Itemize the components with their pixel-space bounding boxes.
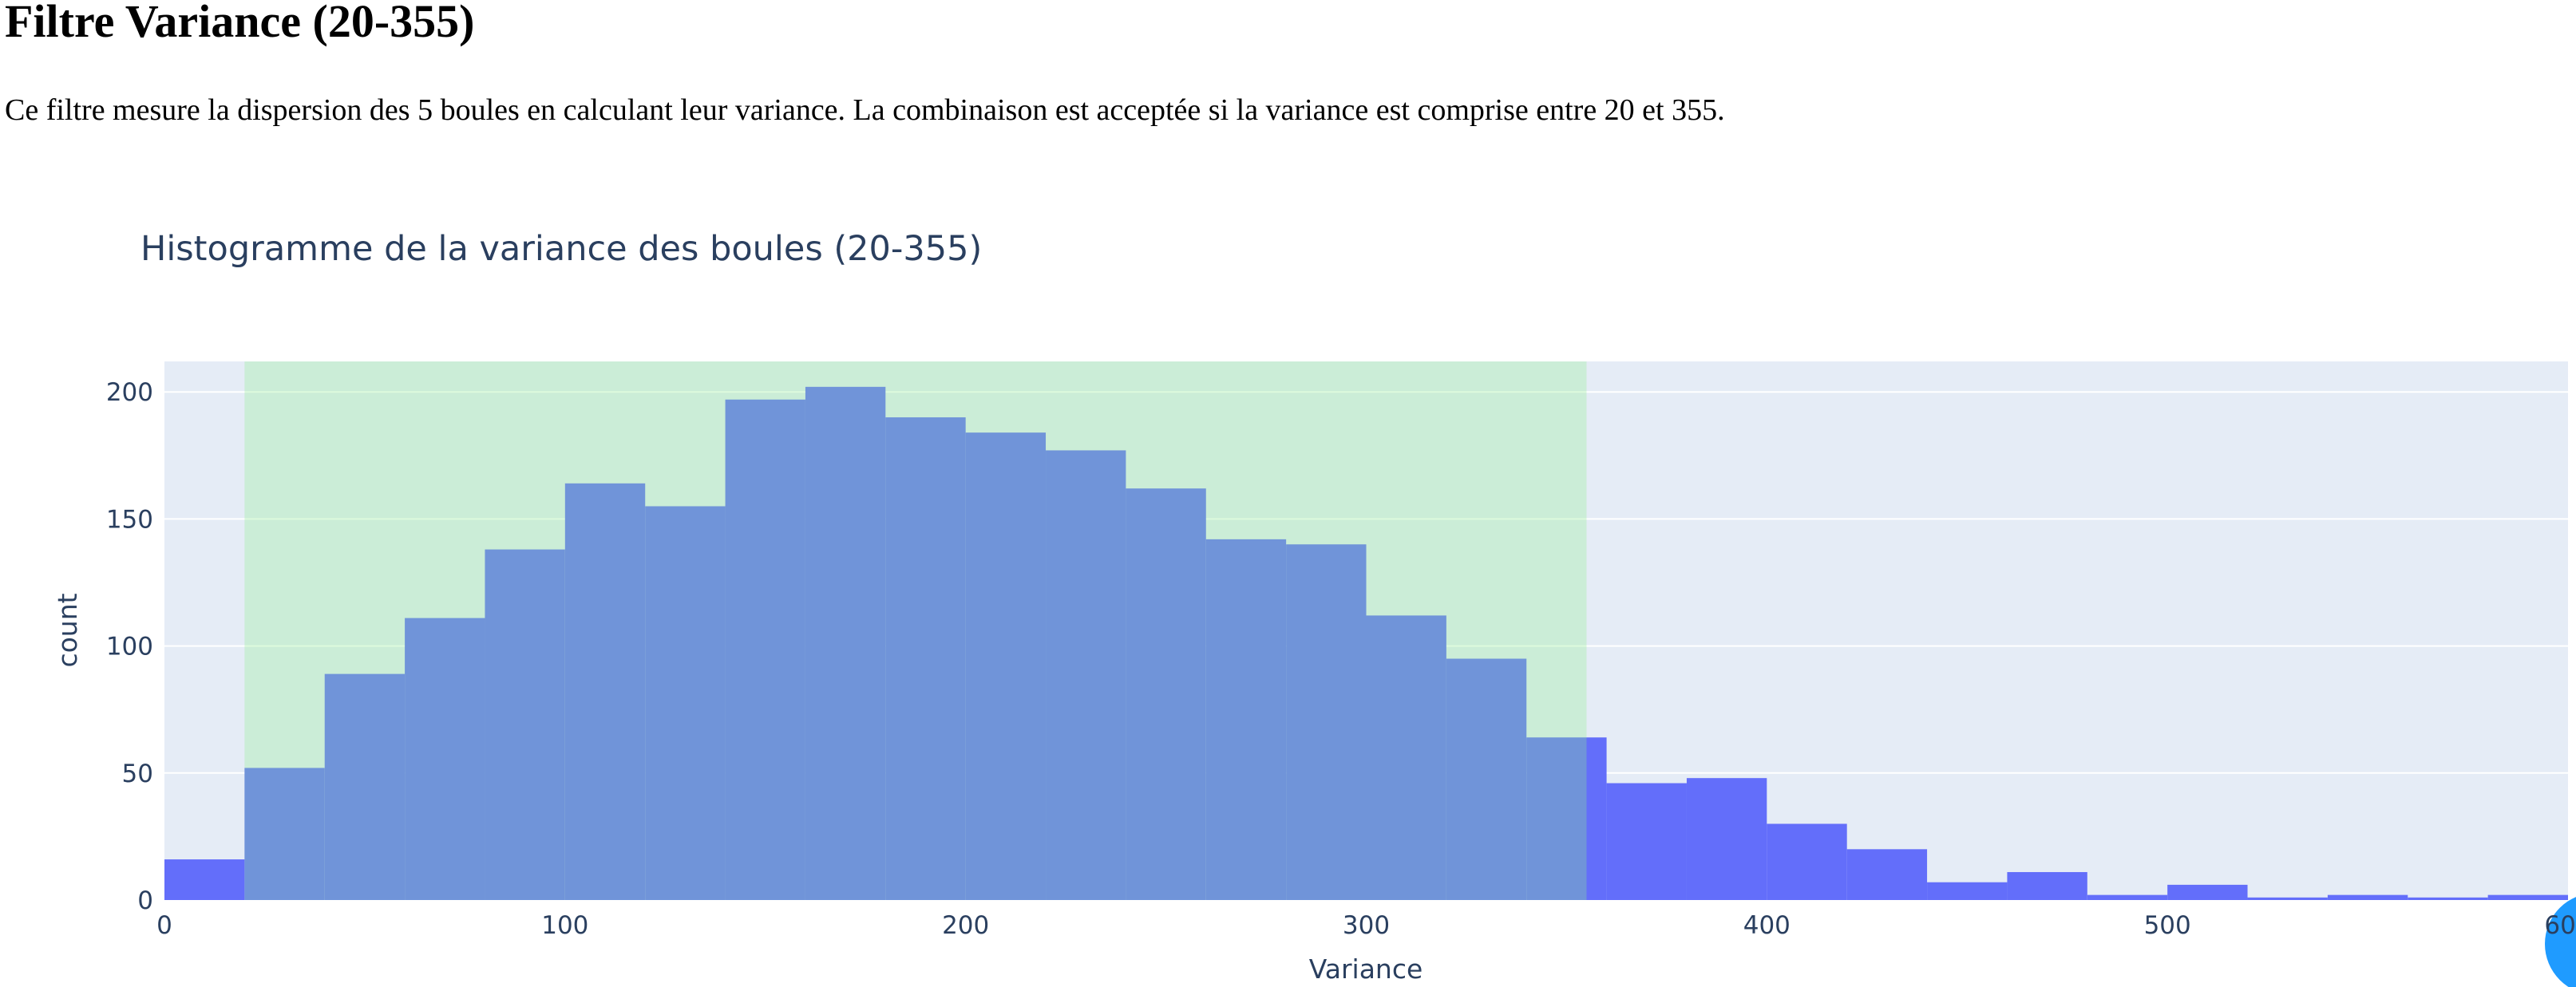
y-tick-label: 0 — [137, 886, 153, 915]
bar — [965, 432, 1047, 900]
bar — [2487, 894, 2568, 900]
plot: 0 50 100 150 200 — [106, 361, 2568, 915]
bar — [405, 618, 485, 900]
y-axis-label: count — [52, 593, 83, 667]
x-tick-label: 400 — [1743, 911, 1791, 940]
bar — [1126, 488, 1206, 900]
x-axis-label: Variance — [1309, 953, 1423, 985]
bar — [2247, 897, 2328, 900]
x-tick-label: 500 — [2144, 911, 2191, 940]
y-tick-label: 50 — [122, 760, 153, 788]
bar — [2408, 897, 2488, 900]
bar — [485, 549, 565, 900]
bar — [244, 768, 325, 900]
bar — [1446, 658, 1527, 900]
bar — [164, 859, 245, 900]
x-tick-label: 0 — [156, 911, 172, 940]
y-tick-label: 200 — [106, 378, 153, 407]
bar — [1927, 882, 2008, 900]
bar — [564, 483, 646, 900]
description: Ce filtre mesure la dispersion des 5 bou… — [5, 93, 1725, 127]
x-tick-label: 200 — [942, 911, 989, 940]
x-tick-label: 100 — [541, 911, 588, 940]
y-tick-label: 100 — [106, 633, 153, 661]
bar — [1526, 737, 1607, 900]
page-heading: Filtre Variance (20-355) — [5, 0, 474, 47]
bar — [885, 417, 966, 900]
bar — [2167, 884, 2248, 900]
bar — [1366, 615, 1446, 900]
chart-title: Histogramme de la variance des boules (2… — [140, 229, 982, 269]
bar — [1286, 544, 1367, 900]
bar — [725, 399, 805, 901]
bar — [1046, 450, 1126, 900]
x-tick-label: 600 — [2544, 911, 2576, 940]
bar — [1846, 849, 1928, 900]
accepted-range — [244, 361, 1587, 900]
bar — [1767, 823, 1847, 900]
bar — [1606, 783, 1687, 900]
bar — [2327, 894, 2408, 900]
bar — [645, 506, 726, 900]
x-tick-label: 300 — [1343, 911, 1390, 940]
bar — [805, 386, 886, 901]
bar — [324, 673, 406, 900]
floating-button[interactable] — [2545, 893, 2576, 987]
bar — [1205, 539, 1287, 900]
y-tick-label: 150 — [106, 505, 153, 534]
bar — [2007, 871, 2087, 900]
bar — [1686, 778, 1767, 900]
bar — [2087, 894, 2168, 900]
